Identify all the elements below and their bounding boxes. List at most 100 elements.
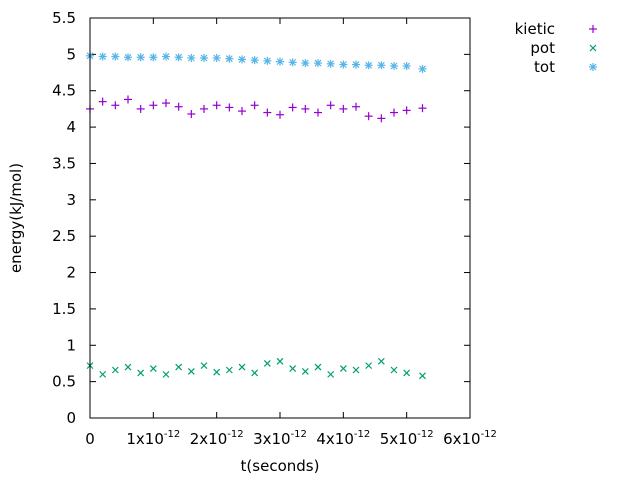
marker-stroke	[225, 366, 233, 374]
data-point	[352, 102, 360, 111]
data-point	[419, 372, 426, 380]
data-point	[327, 370, 335, 378]
data-point	[187, 110, 196, 118]
y-tick-label: 5	[66, 45, 76, 63]
x-tick-label: 2x10-12	[190, 429, 244, 448]
data-point	[111, 52, 120, 61]
marker-stroke	[314, 59, 322, 67]
data-point	[326, 101, 335, 110]
marker-stroke	[200, 362, 208, 370]
x-tick-mantissa: 2x10	[190, 430, 228, 448]
y-tick-label: 5.5	[52, 9, 76, 27]
data-point	[314, 59, 322, 68]
data-point	[212, 54, 221, 62]
data-point	[314, 108, 322, 117]
marker-stroke	[301, 59, 309, 67]
data-point	[339, 60, 348, 69]
data-point	[263, 56, 272, 65]
data-point	[149, 53, 158, 62]
data-point	[390, 366, 398, 374]
marker-stroke	[263, 57, 271, 65]
data-point	[276, 57, 284, 66]
data-point	[98, 52, 107, 61]
x-tick-label: 5x10-12	[380, 429, 434, 448]
marker-stroke	[276, 58, 284, 66]
x-tick-label: 3x10-12	[253, 429, 307, 448]
y-tick-label: 3	[66, 191, 76, 209]
data-point	[212, 101, 221, 110]
marker-stroke	[589, 63, 597, 71]
data-point	[174, 53, 183, 62]
data-point	[288, 58, 297, 67]
data-point	[339, 365, 347, 372]
data-point	[418, 64, 427, 73]
marker-stroke	[339, 61, 347, 68]
data-point	[390, 62, 398, 70]
data-point	[352, 60, 360, 69]
x-tick-exponent: -12	[227, 429, 243, 440]
marker-stroke	[99, 53, 107, 60]
marker-stroke	[289, 58, 297, 66]
data-point	[301, 368, 309, 375]
data-point	[364, 112, 373, 121]
x-tick-label: 1x10-12	[126, 429, 180, 448]
data-point	[352, 366, 360, 374]
marker-stroke	[365, 362, 373, 370]
data-point	[251, 369, 259, 377]
data-point	[225, 54, 234, 63]
data-point	[98, 97, 107, 106]
marker-stroke	[365, 61, 373, 69]
marker-stroke	[238, 56, 246, 63]
y-tick-label: 3.5	[52, 154, 76, 172]
marker-stroke	[200, 54, 208, 62]
data-point	[402, 106, 411, 115]
series-tot	[86, 51, 427, 73]
legend-label: pot	[530, 39, 555, 57]
data-point	[149, 365, 157, 372]
marker-stroke	[390, 366, 398, 374]
x-tick-mantissa: 0	[85, 430, 95, 448]
y-tick-label: 4	[66, 118, 76, 136]
plot-frame	[89, 17, 471, 419]
data-point	[263, 108, 272, 117]
marker-stroke	[589, 44, 597, 52]
x-tick-mantissa: 6x10	[443, 430, 481, 448]
marker-stroke	[377, 61, 385, 69]
marker-stroke	[314, 363, 322, 371]
data-point	[99, 370, 107, 378]
marker-stroke	[124, 53, 132, 61]
data-point	[162, 52, 170, 61]
marker-stroke	[403, 369, 411, 377]
data-point	[238, 107, 246, 116]
y-tick-label: 1	[66, 336, 76, 354]
x-tick-exponent: -12	[164, 429, 180, 440]
marker-stroke	[327, 370, 335, 378]
data-point	[175, 363, 183, 371]
data-point	[238, 55, 246, 64]
x-axis-label: t(seconds)	[241, 457, 320, 475]
marker-stroke	[403, 62, 411, 70]
marker-stroke	[352, 61, 360, 68]
marker-stroke	[137, 369, 145, 377]
data-point	[225, 103, 234, 112]
marker-stroke	[419, 65, 426, 73]
data-point	[365, 362, 373, 370]
x-tick-exponent: -12	[417, 429, 433, 440]
data-point	[403, 369, 411, 377]
data-point	[124, 363, 132, 371]
marker-stroke	[175, 363, 183, 371]
data-point	[111, 366, 119, 374]
marker-stroke	[99, 370, 107, 378]
marker-stroke	[251, 56, 259, 64]
x-tick-label: 4x10-12	[316, 429, 370, 448]
marker-stroke	[111, 366, 119, 374]
data-point	[136, 104, 145, 113]
data-point	[276, 357, 284, 365]
y-tick-label: 2.5	[52, 227, 76, 245]
data-point	[301, 104, 310, 113]
data-point	[238, 363, 246, 371]
data-point	[162, 99, 170, 108]
data-point	[377, 357, 385, 365]
